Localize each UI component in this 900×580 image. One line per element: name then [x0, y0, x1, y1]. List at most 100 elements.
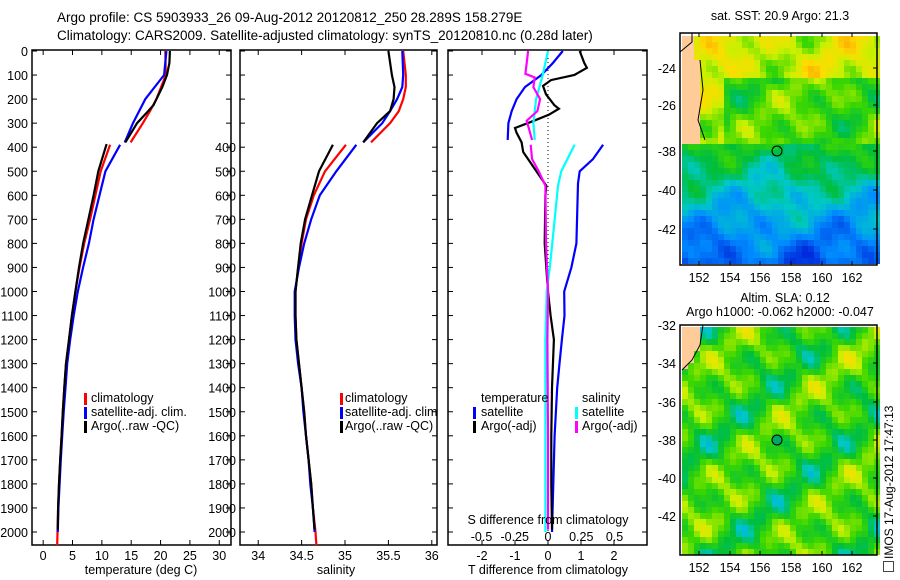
map-cell — [856, 162, 862, 168]
map-cell — [718, 351, 724, 357]
depth-tick-label: 400 — [7, 141, 28, 155]
map-cell — [766, 543, 772, 549]
map-cell — [754, 138, 760, 144]
sla-lat-label: -40 — [658, 472, 676, 486]
map-cell — [832, 513, 838, 519]
map-cell — [790, 36, 796, 42]
map-cell — [844, 537, 850, 543]
map-cell — [838, 333, 844, 339]
map-cell — [736, 48, 742, 54]
map-cell — [742, 54, 748, 60]
map-cell — [706, 459, 712, 465]
map-cell — [724, 168, 730, 174]
map-cell — [736, 210, 742, 216]
map-cell — [718, 36, 724, 42]
map-cell — [802, 192, 808, 198]
map-cell — [838, 447, 844, 453]
map-cell — [766, 72, 772, 78]
map-cell — [694, 240, 700, 246]
legend-diff-t-satellite: satellite — [481, 405, 524, 419]
map-cell — [766, 48, 772, 54]
map-cell — [832, 168, 838, 174]
map-cell — [790, 447, 796, 453]
map-cell — [778, 246, 784, 252]
map-cell — [814, 156, 820, 162]
map-cell — [790, 543, 796, 549]
sst-lat-label: -42 — [658, 223, 676, 237]
map-cell — [832, 258, 838, 264]
map-cell — [712, 519, 718, 525]
map-cell — [814, 240, 820, 246]
map-cell — [760, 240, 766, 246]
map-cell — [790, 351, 796, 357]
map-cell — [832, 216, 838, 222]
map-cell — [826, 543, 832, 549]
map-cell — [694, 441, 700, 447]
map-cell — [868, 393, 874, 399]
map-cell — [856, 138, 862, 144]
map-cell — [784, 66, 790, 72]
map-cell — [844, 174, 850, 180]
map-cell — [778, 180, 784, 186]
map-cell — [868, 339, 874, 345]
map-cell — [736, 435, 742, 441]
map-cell — [688, 531, 694, 537]
map-cell — [688, 477, 694, 483]
map-cell — [706, 543, 712, 549]
depth-tick-label: 1000 — [208, 286, 236, 300]
map-cell — [700, 126, 706, 132]
map-cell — [856, 36, 862, 42]
map-cell — [808, 525, 814, 531]
x-tick-label: 20 — [154, 549, 168, 563]
map-cell — [820, 240, 826, 246]
map-cell — [862, 180, 868, 186]
map-cell — [724, 441, 730, 447]
map-cell — [796, 519, 802, 525]
map-cell — [682, 483, 688, 489]
map-cell — [808, 489, 814, 495]
map-cell — [730, 525, 736, 531]
map-cell — [700, 138, 706, 144]
map-cell — [850, 531, 856, 537]
map-cell — [724, 549, 730, 555]
map-cell — [868, 228, 874, 234]
sst-lat-label: -24 — [658, 62, 676, 76]
map-cell — [706, 144, 712, 150]
map-cell — [772, 357, 778, 363]
map-cell — [844, 417, 850, 423]
map-cell — [784, 162, 790, 168]
map-cell — [832, 162, 838, 168]
map-cell — [730, 180, 736, 186]
map-cell — [730, 483, 736, 489]
map-cell — [826, 180, 832, 186]
map-cell — [778, 363, 784, 369]
map-cell — [742, 489, 748, 495]
map-cell — [706, 180, 712, 186]
map-cell — [700, 222, 706, 228]
map-cell — [706, 369, 712, 375]
map-cell — [784, 519, 790, 525]
map-cell — [790, 489, 796, 495]
map-cell — [724, 54, 730, 60]
legend-temp-satellite: satellite-adj. clim. — [91, 405, 187, 419]
map-cell — [748, 114, 754, 120]
map-cell — [682, 204, 688, 210]
map-cell — [736, 471, 742, 477]
map-cell — [826, 120, 832, 126]
map-cell — [778, 252, 784, 258]
map-cell — [790, 222, 796, 228]
map-cell — [802, 48, 808, 54]
map-cell — [706, 234, 712, 240]
map-cell — [832, 120, 838, 126]
map-cell — [820, 447, 826, 453]
map-cell — [796, 132, 802, 138]
map-cell — [796, 234, 802, 240]
map-cell — [748, 351, 754, 357]
map-cell — [784, 216, 790, 222]
map-cell — [700, 459, 706, 465]
map-cell — [820, 477, 826, 483]
map-cell — [790, 162, 796, 168]
map-cell — [706, 513, 712, 519]
map-cell — [748, 399, 754, 405]
map-cell — [778, 162, 784, 168]
